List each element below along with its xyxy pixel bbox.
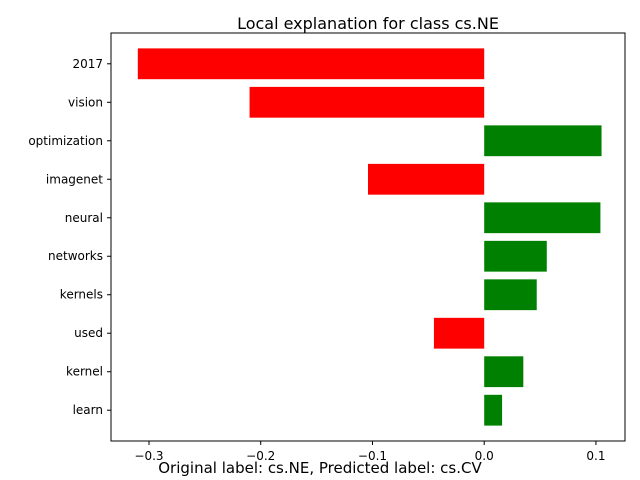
bar-kernels: [484, 279, 537, 311]
x-axis-ticks: −0.3 −0.2 −0.1 0.0 0.1: [134, 441, 605, 463]
y-tick-label: networks: [48, 249, 103, 263]
y-tick-label: kernel: [66, 365, 103, 379]
x-tick-label: −0.3: [134, 449, 163, 463]
y-tick-label: used: [74, 326, 103, 340]
bar-networks: [484, 240, 547, 272]
y-tick-label: vision: [68, 95, 103, 109]
bars: [137, 48, 602, 426]
x-tick-label: −0.1: [358, 449, 387, 463]
bar-optimization: [484, 125, 602, 157]
x-tick-label: 0.0: [475, 449, 494, 463]
bar-learn: [484, 394, 503, 426]
bar-kernel: [484, 356, 524, 388]
bar-2017: [137, 48, 485, 80]
y-tick-label: 2017: [72, 57, 103, 71]
bar-imagenet: [368, 163, 485, 195]
plot-frame: [110, 32, 626, 442]
x-tick-label: −0.2: [246, 449, 275, 463]
y-tick-label: learn: [73, 403, 103, 417]
y-tick-label: imagenet: [46, 172, 103, 186]
chart-title: Local explanation for class cs.NE: [237, 14, 499, 33]
bar-neural: [484, 202, 601, 234]
y-axis-ticks: 2017 vision optimization imagenet neural netw…: [28, 57, 111, 417]
y-tick-label: neural: [65, 211, 103, 225]
bar-vision: [249, 86, 485, 118]
x-tick-label: 0.1: [586, 449, 605, 463]
y-tick-label: kernels: [60, 288, 103, 302]
chart-caption: Original label: cs.NE, Predicted label: …: [158, 459, 482, 477]
y-tick-label: optimization: [28, 134, 103, 148]
bar-used: [433, 317, 485, 349]
